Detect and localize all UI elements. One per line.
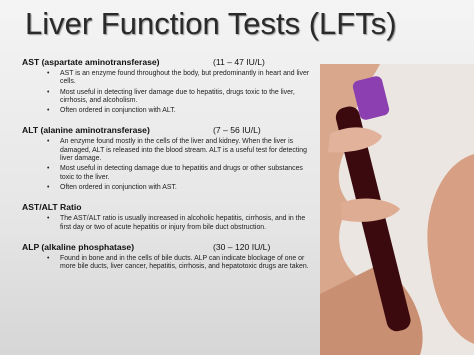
section: ALP (alkaline phosphatase) (30 – 120 IU/L…: [22, 241, 322, 272]
bullet: An enzyme found mostly in the cells of t…: [47, 138, 318, 163]
bullet: Most useful in detecting liver damage du…: [47, 89, 318, 106]
bullet: AST is an enzyme found throughout the bo…: [47, 70, 318, 87]
finger: [340, 198, 400, 222]
content: AST (aspartate aminotransferase) (11 – 47…: [22, 56, 322, 280]
section-heading: ALP (alkaline phosphatase) (30 – 120 IU/L…: [22, 241, 322, 254]
section-heading: AST/ALT Ratio: [22, 201, 322, 214]
heading-text: ALT (alanine aminotransferase): [22, 125, 150, 136]
hand: [427, 154, 474, 344]
hand: [320, 64, 380, 294]
bullet: Often ordered in conjunction with AST.: [47, 184, 318, 193]
section: AST (aspartate aminotransferase) (11 – 47…: [22, 56, 322, 116]
section-heading: ALT (alanine aminotransferase) (7 – 56 IU…: [22, 124, 322, 137]
bullet: Most useful in detecting damage due to h…: [47, 165, 318, 182]
bullet: The AST/ALT ratio is usually increased i…: [47, 215, 318, 232]
section: ALT (alanine aminotransferase) (7 – 56 IU…: [22, 124, 322, 192]
reference-range: (30 – 120 IU/L): [213, 241, 271, 252]
bullet: Often ordered in conjunction with ALT.: [47, 107, 318, 116]
bullet: Found in bone and in the cells of bile d…: [47, 255, 318, 272]
tube-cap: [352, 76, 390, 120]
heading-text: AST (aspartate aminotransferase): [22, 57, 160, 67]
reference-range: (11 – 47 IU/L): [213, 57, 265, 67]
section-heading: AST (aspartate aminotransferase) (11 – 47…: [22, 56, 322, 69]
heading-text: AST/ALT Ratio: [22, 202, 82, 213]
section: AST/ALT Ratio The AST/ALT ratio is usuall…: [22, 201, 322, 232]
heading-text: ALP (alkaline phosphatase): [22, 241, 135, 252]
slide-title: Liver Function Tests (LFTs): [25, 6, 397, 41]
reference-range: (7 – 56 IU/L): [213, 125, 261, 136]
finger: [328, 127, 382, 153]
photo: [320, 64, 474, 355]
